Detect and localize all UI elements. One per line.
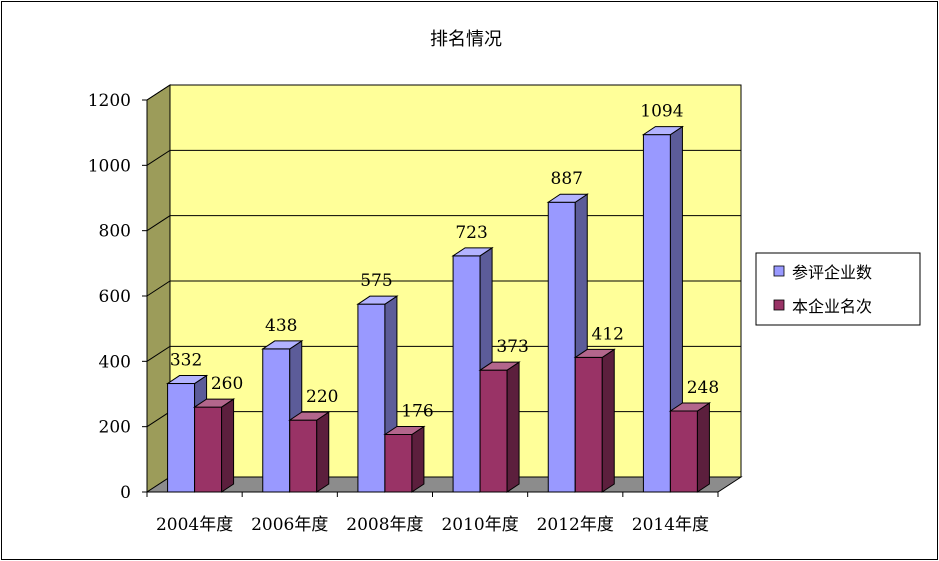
bar-side [221,398,235,493]
legend-label-series-1: 参评企业数 [792,263,872,282]
bar-front [547,201,576,493]
y-tick-label: 200 [99,418,131,438]
x-tick-label: 2004年度 [156,515,233,535]
bar-front [194,406,223,493]
legend: 参评企业数 本企业名次 [755,252,921,326]
bar [288,411,331,493]
bar-top [451,247,494,257]
bar-front [357,303,386,493]
data-label: 176 [401,402,433,422]
data-label: 220 [306,387,338,407]
y-tick-label: 800 [99,222,131,242]
y-tick-label: 1000 [88,156,131,176]
legend-box [755,252,921,326]
bar-front [669,410,698,493]
bar-top [383,426,426,436]
bar-side [316,411,330,493]
data-labels: 332 260 438 220 575 176 723 373 887 412 1094 248 [170,102,719,422]
bars [165,125,712,493]
bar [478,361,521,493]
gridline [146,149,741,166]
data-label: 373 [496,337,528,357]
data-label: 332 [170,351,202,371]
x-tick-label: 2014年度 [632,515,709,535]
bar-front [642,134,671,493]
legend-swatch-series-2 [773,299,785,311]
bar-top [356,295,399,305]
bar [573,348,616,493]
bar-front [289,419,318,493]
bar-side [411,425,425,493]
bar [641,125,685,493]
data-label: 575 [360,271,392,291]
bar-top [261,340,304,350]
y-tick-label: 0 [120,483,131,503]
data-label: 887 [551,169,583,189]
bar-side [601,348,615,493]
data-label: 248 [687,378,719,398]
bar-top [478,361,521,371]
data-label: 723 [455,223,487,243]
bar [668,402,712,493]
bar-side [696,402,710,493]
bar-top [668,402,712,412]
bar-top [546,193,589,203]
data-label: 412 [592,324,624,344]
bar-top [288,411,331,421]
y-axis: 0 200 400 600 800 1000 1200 [88,91,148,503]
bar-front [452,255,481,493]
y-tick-label: 1200 [88,91,131,111]
y-tick-label: 600 [99,287,131,307]
data-label: 438 [265,316,297,336]
x-tick-label: 2010年度 [441,515,518,535]
data-label: 1094 [640,102,683,122]
bar [192,398,236,493]
bar-top [573,348,616,358]
data-label: 260 [211,374,243,394]
bar [383,425,426,493]
x-axis: 2004年度 2006年度 2008年度 2010年度 2012年度 2014年度 [146,492,719,535]
x-tick-label: 2006年度 [251,515,328,535]
x-tick-label: 2008年度 [346,515,423,535]
bar-front [384,434,413,493]
legend-label-series-2: 本企业名次 [792,297,872,316]
bar-top [165,375,209,385]
bar-front [167,383,196,493]
y-tick-label: 400 [99,352,131,372]
gridline [146,84,741,101]
x-tick-label: 2012年度 [537,515,614,535]
chart-title: 排名情况 [430,29,502,50]
bar-top [192,398,236,408]
legend-swatch-series-1 [773,265,785,277]
bar-front [479,369,508,493]
bar-front [262,348,291,493]
bar-front [574,356,603,493]
bar-top [641,126,685,136]
bar-side [506,361,520,493]
